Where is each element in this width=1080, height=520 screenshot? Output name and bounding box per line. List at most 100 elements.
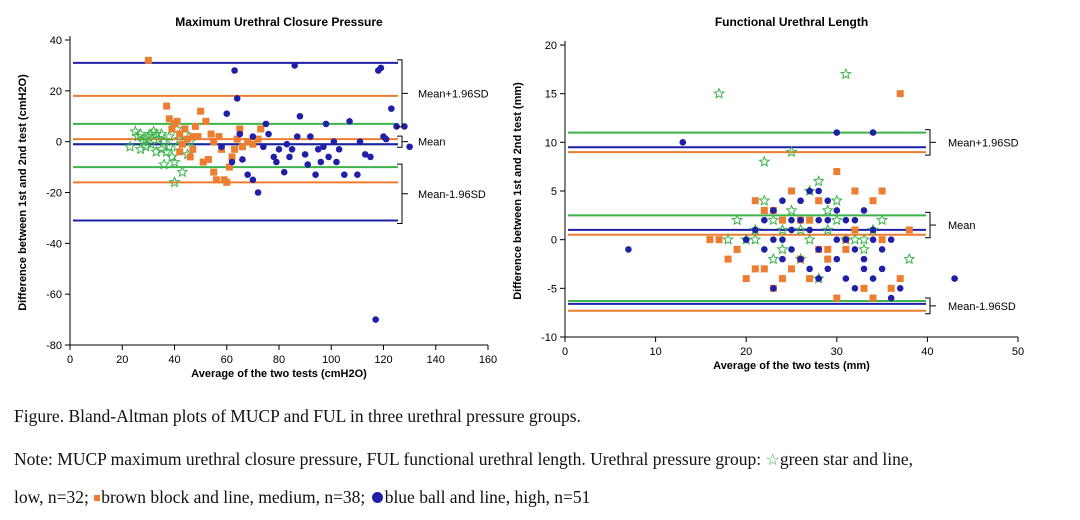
y-tick-label: 40 <box>50 35 62 47</box>
blue-ball-icon <box>371 491 383 503</box>
figure-note-line-1: Note: MUCP maximum urethral closure pres… <box>14 449 913 470</box>
data-point-medium <box>191 122 199 130</box>
data-point-medium <box>760 265 768 273</box>
data-point-low <box>785 204 798 216</box>
note-high-label: blue ball and line, high, n=51 <box>384 487 591 507</box>
data-point-high <box>335 145 343 153</box>
data-point-low <box>839 67 852 80</box>
x-tick-label: 20 <box>740 346 752 358</box>
data-point-medium <box>860 284 868 292</box>
data-point-high <box>887 294 895 302</box>
data-point-low <box>821 223 834 236</box>
y-tick-label: 20 <box>545 40 557 52</box>
x-tick-label: 50 <box>1012 346 1024 358</box>
x-tick-label: 10 <box>649 346 661 358</box>
x-tick-label: 100 <box>322 354 340 366</box>
bracket-label: Mean+1.96SD <box>418 88 489 100</box>
data-point-high <box>291 62 298 69</box>
y-tick-label: -60 <box>46 289 62 301</box>
data-point-medium <box>176 130 184 138</box>
data-point-low <box>731 213 744 226</box>
data-point-high <box>815 246 822 253</box>
data-point-high <box>367 153 374 161</box>
chart-title: Maximum Urethral Closure Pressure <box>175 15 383 29</box>
data-point-low <box>160 145 173 157</box>
x-tick-label: 30 <box>831 346 843 358</box>
data-point-medium <box>751 265 759 273</box>
data-point-high <box>779 236 786 243</box>
data-point-high <box>869 275 877 282</box>
data-point-medium <box>815 197 823 205</box>
data-point-medium <box>257 125 265 133</box>
data-point-low <box>722 233 735 245</box>
data-point-medium <box>833 294 841 302</box>
data-point-low <box>749 233 762 245</box>
data-point-high <box>887 236 895 243</box>
data-point-high <box>393 123 400 130</box>
data-point-high <box>223 110 231 118</box>
data-point-medium <box>733 245 741 253</box>
data-point-low <box>134 143 147 155</box>
data-point-high <box>770 207 777 214</box>
y-tick-label: 20 <box>50 86 62 98</box>
brown-square-icon <box>94 494 101 501</box>
data-point-high <box>842 216 850 224</box>
data-point-high <box>851 216 859 224</box>
data-point-low <box>713 87 726 99</box>
data-point-high <box>896 285 904 292</box>
data-point-high <box>273 158 280 166</box>
data-point-high <box>304 161 312 168</box>
data-point-low <box>758 155 771 167</box>
data-point-high <box>625 246 632 253</box>
data-point-high <box>218 143 225 151</box>
data-point-medium <box>751 197 759 205</box>
data-point-high <box>382 135 390 143</box>
y-axis-label: Difference between 1st and 2nd test (mm) <box>512 82 524 300</box>
data-point-medium <box>236 125 244 133</box>
data-point-low <box>876 213 889 226</box>
data-point-medium <box>186 153 194 161</box>
data-point-low <box>163 140 176 152</box>
data-point-high <box>751 226 759 234</box>
data-point-low <box>857 243 870 255</box>
data-point-high <box>788 226 795 234</box>
bracket-label: Mean+1.96SD <box>948 137 1019 149</box>
x-tick-label: 40 <box>921 346 933 358</box>
data-point-medium <box>706 236 714 244</box>
data-point-high <box>742 236 750 243</box>
data-point-high <box>233 95 241 102</box>
x-tick-label: 120 <box>374 354 392 366</box>
data-point-high <box>860 255 868 263</box>
data-point-medium <box>896 90 904 98</box>
data-point-low <box>129 125 142 137</box>
caption-line-1: Figure. Bland-Altman plots of MUCP and F… <box>14 406 581 426</box>
data-point-high <box>317 158 325 166</box>
data-point-medium <box>806 216 814 224</box>
x-tick-label: 0 <box>67 354 73 366</box>
data-point-medium <box>223 178 231 186</box>
data-point-high <box>265 130 272 138</box>
data-point-high <box>322 120 330 128</box>
data-point-medium <box>715 236 723 244</box>
data-point-low <box>776 243 789 255</box>
data-point-medium <box>163 102 171 110</box>
data-point-high <box>770 236 777 243</box>
data-point-high <box>824 265 832 273</box>
data-point-low <box>821 204 834 216</box>
data-point-low <box>158 158 171 170</box>
data-point-high <box>824 216 832 224</box>
figure-note-line-2: low, n=32; brown block and line, medium,… <box>14 487 590 508</box>
data-point-high <box>797 255 804 263</box>
data-point-high <box>228 158 236 166</box>
data-point-low <box>785 145 798 158</box>
data-point-high <box>797 216 804 224</box>
data-point-medium <box>244 138 252 146</box>
data-point-high <box>869 236 877 243</box>
data-point-high <box>860 207 868 214</box>
data-point-low <box>168 175 181 188</box>
data-point-high <box>815 216 822 224</box>
y-tick-label: -20 <box>46 188 62 200</box>
y-tick-label: -10 <box>541 332 557 344</box>
data-point-high <box>851 246 859 253</box>
data-point-medium <box>842 245 850 253</box>
